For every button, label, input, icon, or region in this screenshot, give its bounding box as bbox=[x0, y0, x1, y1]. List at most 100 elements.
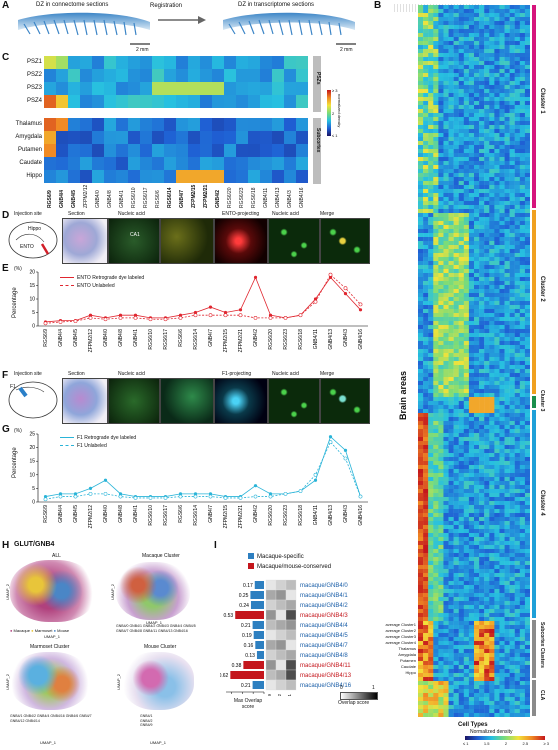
heatmap-cell bbox=[468, 265, 475, 270]
heatmap-cell bbox=[428, 145, 434, 150]
heatmap-cell bbox=[453, 441, 459, 446]
heatmap-cell bbox=[463, 685, 470, 690]
heatmap-cell bbox=[423, 501, 429, 506]
heatmap-cell bbox=[423, 709, 429, 714]
heatmap-cell bbox=[443, 449, 449, 454]
heatmap-cell bbox=[504, 349, 510, 354]
heatmap-cell bbox=[56, 82, 68, 95]
heatmap-cell bbox=[504, 629, 510, 634]
heatmap-cell bbox=[423, 509, 429, 514]
heatmap-cell bbox=[448, 501, 454, 506]
heatmap-cell bbox=[479, 145, 485, 150]
heatmap-cell bbox=[504, 589, 510, 594]
heatmap-cell bbox=[463, 333, 470, 338]
heatmap-cell bbox=[519, 73, 526, 78]
heatmap-cell bbox=[418, 33, 424, 38]
panel-i-chart: 0.17 macaque/GNB4/00.25 macaque/GNB4/10.24… bbox=[220, 579, 352, 696]
heatmap-cell bbox=[418, 209, 424, 214]
heatmap-cell bbox=[519, 329, 526, 334]
heatmap-cell bbox=[433, 57, 439, 62]
heatmap-cell bbox=[484, 205, 490, 210]
heatmap-cell bbox=[484, 285, 490, 290]
heatmap-cell bbox=[524, 417, 530, 422]
heatmap-cell bbox=[68, 56, 80, 69]
heatmap-cell bbox=[448, 641, 454, 646]
heatmap-cell bbox=[494, 553, 500, 558]
heatmap-cell bbox=[448, 113, 454, 118]
heatmap-cell bbox=[423, 413, 429, 418]
heatmap-cell bbox=[438, 689, 444, 694]
heatmap-cell bbox=[428, 633, 434, 638]
unlabeled-point bbox=[73, 494, 78, 499]
heatmap-cell bbox=[433, 181, 439, 186]
labeled-point bbox=[208, 492, 213, 496]
heatmap-cell bbox=[479, 241, 485, 246]
heatmap-cell bbox=[474, 437, 480, 442]
heatmap-cell bbox=[494, 369, 500, 374]
heatmap-cell bbox=[428, 525, 434, 530]
heatmap-cell bbox=[474, 425, 480, 430]
heatmap-cell bbox=[423, 537, 429, 542]
heatmap-cell bbox=[453, 109, 459, 114]
heatmap-cell bbox=[463, 21, 470, 26]
heatmap-cell bbox=[458, 81, 465, 86]
heatmap-cell bbox=[514, 185, 521, 190]
heatmap-cell bbox=[524, 709, 530, 714]
heatmap-cell bbox=[494, 313, 500, 318]
labeled-point bbox=[178, 313, 183, 317]
heatmap-cell bbox=[509, 337, 515, 342]
heatmap-cell bbox=[443, 677, 449, 682]
heatmap-cell bbox=[448, 273, 454, 278]
heatmap-cell bbox=[433, 533, 439, 538]
heatmap-cell bbox=[474, 285, 480, 290]
heatmap-cell bbox=[474, 149, 480, 154]
heatmap-cell bbox=[468, 177, 475, 182]
heatmap-cell bbox=[499, 677, 505, 682]
heatmap-cell bbox=[514, 493, 521, 498]
heatmap-cell bbox=[463, 105, 470, 110]
heatmap-cell bbox=[443, 13, 449, 18]
heatmap-cell bbox=[489, 529, 495, 534]
heatmap-cell bbox=[463, 381, 470, 386]
heatmap-cell bbox=[514, 221, 521, 226]
row-label: PSZ2 bbox=[26, 72, 42, 78]
heatmap-cell bbox=[438, 233, 444, 238]
heatmap-cell bbox=[80, 56, 92, 69]
heatmap-cell bbox=[212, 95, 224, 108]
heatmap-cell bbox=[484, 517, 490, 522]
heatmap-cell bbox=[438, 661, 444, 666]
heatmap-cell bbox=[489, 261, 495, 266]
heatmap-cell bbox=[463, 5, 470, 10]
heatmap-cell bbox=[499, 193, 505, 198]
heatmap-cell bbox=[433, 397, 439, 402]
heatmap-cell bbox=[433, 113, 439, 118]
heatmap-cell bbox=[499, 465, 505, 470]
heatmap-cell bbox=[433, 197, 439, 202]
heatmap-cell bbox=[514, 305, 521, 310]
heatmap-cell bbox=[468, 385, 475, 390]
heatmap-cell bbox=[463, 521, 470, 526]
heatmap-cell bbox=[474, 213, 480, 218]
unlabeled-point bbox=[298, 313, 303, 318]
heatmap-cell bbox=[484, 5, 490, 10]
heatmap-cell bbox=[433, 685, 439, 690]
heatmap-cell bbox=[68, 170, 80, 183]
heatmap-cell bbox=[418, 253, 424, 258]
heatmap-cell bbox=[458, 269, 465, 274]
heatmap-cell bbox=[428, 97, 434, 102]
heatmap-cell bbox=[494, 281, 500, 286]
heatmap-cell bbox=[474, 553, 480, 558]
y-tick-label: 15 bbox=[29, 459, 35, 465]
heatmap-cell bbox=[519, 685, 526, 690]
heatmap-cell bbox=[468, 137, 475, 142]
heatmap-cell bbox=[463, 405, 470, 410]
heatmap-cell bbox=[458, 541, 465, 546]
heatmap-cell bbox=[509, 449, 515, 454]
heatmap-cell bbox=[433, 125, 439, 130]
heatmap-cell bbox=[479, 133, 485, 138]
panel-d-merge-image bbox=[320, 218, 370, 264]
legend-label: Mouse bbox=[57, 628, 70, 633]
heatmap-cell bbox=[494, 661, 500, 666]
heatmap-cell bbox=[499, 377, 505, 382]
heatmap-cell bbox=[438, 449, 444, 454]
